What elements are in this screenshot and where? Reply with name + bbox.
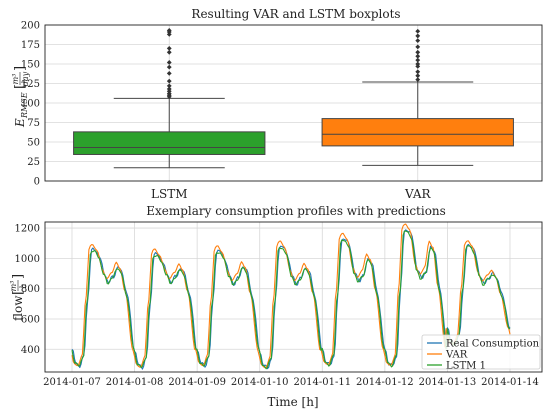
line-chart-title: Exemplary consumption profiles with pred… <box>146 204 446 218</box>
boxplot-ylabel-unit-den: day <box>21 71 30 86</box>
box-outlier <box>415 77 421 82</box>
boxplot-y-tick-label: 175 <box>21 40 40 51</box>
boxplot-categories: LSTM VAR <box>151 187 431 201</box>
line-chart-y-ticks: 400 600 800 1000 1200 <box>15 224 40 356</box>
line-y-tick-label: 800 <box>21 284 40 295</box>
boxplot-y-ticks: 0 25 50 75 100 125 150 175 200 <box>21 21 40 188</box>
series-line-lstm-1 <box>71 230 511 370</box>
legend-entry: VAR <box>445 350 468 361</box>
boxplot-y-tick-label: 75 <box>27 118 40 129</box>
boxplot-boxes <box>73 28 514 169</box>
legend-box <box>421 334 541 370</box>
box-iqr <box>73 131 266 155</box>
boxplot-y-tick-label: 200 <box>21 21 40 32</box>
box-outlier <box>415 53 421 59</box>
boxplot-title: Resulting VAR and LSTM boxplots <box>191 7 400 21</box>
box-outlier <box>166 28 172 33</box>
line-x-tick-label: 2014-01-12 <box>356 377 414 388</box>
boxplot-ylabel-sub: RMSE <box>20 92 29 119</box>
box-outlier <box>166 46 172 51</box>
line-chart-x-ticks: 2014-01-07 2014-01-08 2014-01-09 2014-01-10… <box>43 377 539 388</box>
box-outlier <box>166 86 172 92</box>
line-ylabel-unit-num: m³ <box>9 281 18 292</box>
boxplot-panel: Resulting VAR and LSTM boxplots 0 25 50 75 1… <box>11 7 543 201</box>
boxplot-y-tick-label: 150 <box>21 60 40 71</box>
box-lstm <box>73 28 266 169</box>
line-x-tick-label: 2014-01-13 <box>419 377 477 388</box>
boxplot-y-tick-label: 125 <box>21 79 40 90</box>
boxplot-ylabel-bracket-left: [ <box>13 84 28 89</box>
box-outlier <box>415 49 421 55</box>
box-outlier <box>415 28 421 34</box>
line-x-tick-label: 2014-01-11 <box>293 377 351 388</box>
box-outlier <box>415 57 421 63</box>
line-chart-y-label: flow [ m³ h ] <box>9 274 28 321</box>
legend-entry: Real Consumption <box>446 339 540 350</box>
line-y-tick-label: 1000 <box>15 254 40 265</box>
line-ylabel-unit-den: h <box>19 283 28 288</box>
line-x-tick-label: 2014-01-14 <box>481 377 539 388</box>
legend-entry: LSTM 1 <box>446 361 486 372</box>
boxplot-y-tick-label: 25 <box>27 157 40 168</box>
line-ylabel-bracket-left: [ <box>11 290 26 295</box>
box-outlier <box>166 78 172 84</box>
boxplot-y-tick-label: 50 <box>27 138 40 149</box>
line-x-tick-label: 2014-01-07 <box>43 377 101 388</box>
line-chart-panel: Exemplary consumption profiles with pred… <box>9 204 543 409</box>
boxplot-y-tick-label: 100 <box>21 99 40 110</box>
boxplot-ylabel-unit-num: m³ <box>11 74 20 85</box>
boxplot-frame <box>44 24 543 182</box>
boxplot-y-label: E RMSE [ m³ day ] <box>11 66 30 128</box>
line-chart-series <box>71 223 511 370</box>
line-x-tick-label: 2014-01-08 <box>106 377 164 388</box>
box-outlier <box>415 44 421 50</box>
line-ylabel-main: flow <box>11 295 25 321</box>
box-outlier <box>166 70 172 76</box>
boxplot-y-tick-label: 0 <box>34 177 40 188</box>
boxplot-ylabel-main: E <box>13 118 27 128</box>
box-outlier <box>415 61 421 67</box>
line-chart-frame <box>44 221 543 373</box>
box-outlier <box>166 64 172 70</box>
box-outlier <box>166 83 172 89</box>
box-outlier <box>415 33 421 39</box>
boxplot-category-label: VAR <box>404 187 432 201</box>
line-y-tick-label: 400 <box>21 345 40 356</box>
line-x-tick-label: 2014-01-10 <box>231 377 289 388</box>
box-outlier <box>415 38 421 43</box>
box-outlier <box>166 49 172 55</box>
boxplot-category-label: LSTM <box>151 187 187 201</box>
box-outlier <box>415 73 421 79</box>
boxplot-grid <box>45 24 542 182</box>
box-iqr <box>321 118 514 147</box>
box-outlier <box>166 60 172 65</box>
series-line-var <box>71 223 511 369</box>
line-x-tick-label: 2014-01-09 <box>168 377 226 388</box>
boxplot-ylabel-bracket-right: ] <box>13 66 28 71</box>
box-outlier <box>415 69 421 75</box>
box-var <box>321 28 514 166</box>
line-y-tick-label: 600 <box>21 314 40 325</box>
line-chart-xlabel: Time [h] <box>267 395 318 409</box>
line-ylabel-bracket-right: ] <box>11 274 26 279</box>
line-y-tick-label: 1200 <box>15 224 40 235</box>
